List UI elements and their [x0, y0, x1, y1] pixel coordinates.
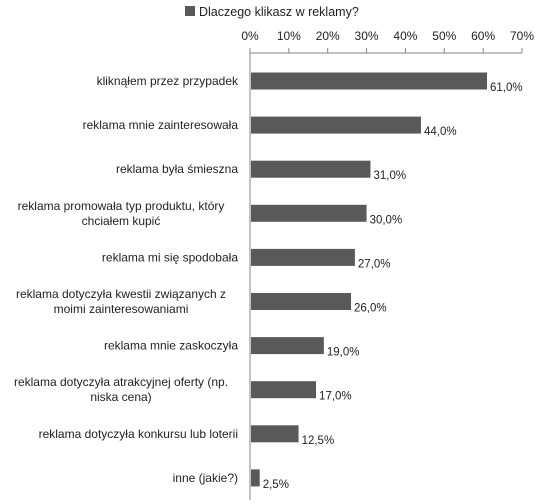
bar [251, 248, 355, 266]
value-label: 2,5% [263, 479, 289, 491]
category-labels: kliknąłem przez przypadek reklama mnie za… [14, 74, 239, 485]
value-label: 12,5% [302, 435, 335, 447]
bar [251, 204, 367, 222]
value-label: 31,0% [373, 170, 406, 182]
category-label: reklama mnie zainteresowała [83, 118, 239, 132]
chart-legend: Dlaczego klikasz w reklamy? [185, 5, 359, 19]
category-label-line: chciałem kupić [82, 214, 161, 228]
x-tick-label: 70% [510, 29, 534, 43]
category-label-line: reklama mi się spodobała [102, 250, 238, 264]
value-labels: 61,0% 44,0% 31,0% 30,0% 27,0% 26,0% 19,0% 17,0%… [263, 82, 523, 491]
legend-swatch [185, 6, 195, 16]
value-label: 30,0% [370, 214, 403, 226]
x-tick-label: 30% [355, 29, 379, 43]
category-label: reklama mnie zaskoczyła [104, 339, 238, 353]
value-label: 27,0% [358, 258, 391, 270]
bar [251, 425, 299, 443]
category-label-line: inne (jakie?) [173, 471, 238, 485]
value-label: 44,0% [424, 126, 457, 138]
category-label-line: reklama mnie zaskoczyła [104, 339, 238, 353]
bars [251, 72, 488, 487]
bar [251, 72, 488, 90]
category-label: reklama promowała typ produktu, który chc… [18, 199, 225, 228]
value-label: 17,0% [319, 391, 352, 403]
category-label-line: reklama dotyczyła kwestii związanych z [16, 287, 226, 301]
category-label-line: reklama dotyczyła atrakcyjnej oferty (np… [14, 375, 228, 389]
value-label: 19,0% [327, 347, 360, 359]
x-tick-label: 50% [432, 29, 456, 43]
category-label: reklama mi się spodobała [102, 250, 238, 264]
bar [251, 381, 317, 399]
bar [251, 293, 352, 310]
x-tick-label: 10% [277, 29, 301, 43]
category-label: reklama dotyczyła konkursu lub loterii [39, 427, 238, 441]
bar [251, 337, 324, 355]
category-label: inne (jakie?) [173, 471, 238, 485]
category-label-line: moimi zainteresowaniami [54, 302, 189, 316]
x-axis: 0% 10% 20% 30% 40% 50% 60% 70% [241, 29, 534, 500]
category-label: reklama była śmieszna [116, 162, 238, 176]
value-label: 61,0% [490, 82, 523, 94]
category-label-line: reklama była śmieszna [116, 162, 238, 176]
bar [251, 116, 421, 134]
category-label: kliknąłem przez przypadek [97, 74, 239, 88]
category-label-line: kliknąłem przez przypadek [97, 74, 239, 88]
x-tick-label: 20% [316, 29, 340, 43]
bar [251, 469, 260, 487]
bar [251, 160, 371, 178]
category-label-line: reklama dotyczyła konkursu lub loterii [39, 427, 238, 441]
x-tick-label: 60% [471, 29, 495, 43]
category-label: reklama dotyczyła kwestii związanych z mo… [16, 287, 226, 316]
category-label-line: reklama mnie zainteresowała [83, 118, 239, 132]
x-tick-label: 40% [393, 29, 417, 43]
category-label-line: niska cena) [90, 390, 151, 404]
legend-label: Dlaczego klikasz w reklamy? [199, 5, 359, 19]
category-label-line: reklama promowała typ produktu, który [18, 199, 225, 213]
category-label: reklama dotyczyła atrakcyjnej oferty (np… [14, 375, 228, 404]
x-tick-label: 0% [241, 29, 259, 43]
value-label: 26,0% [354, 303, 387, 315]
